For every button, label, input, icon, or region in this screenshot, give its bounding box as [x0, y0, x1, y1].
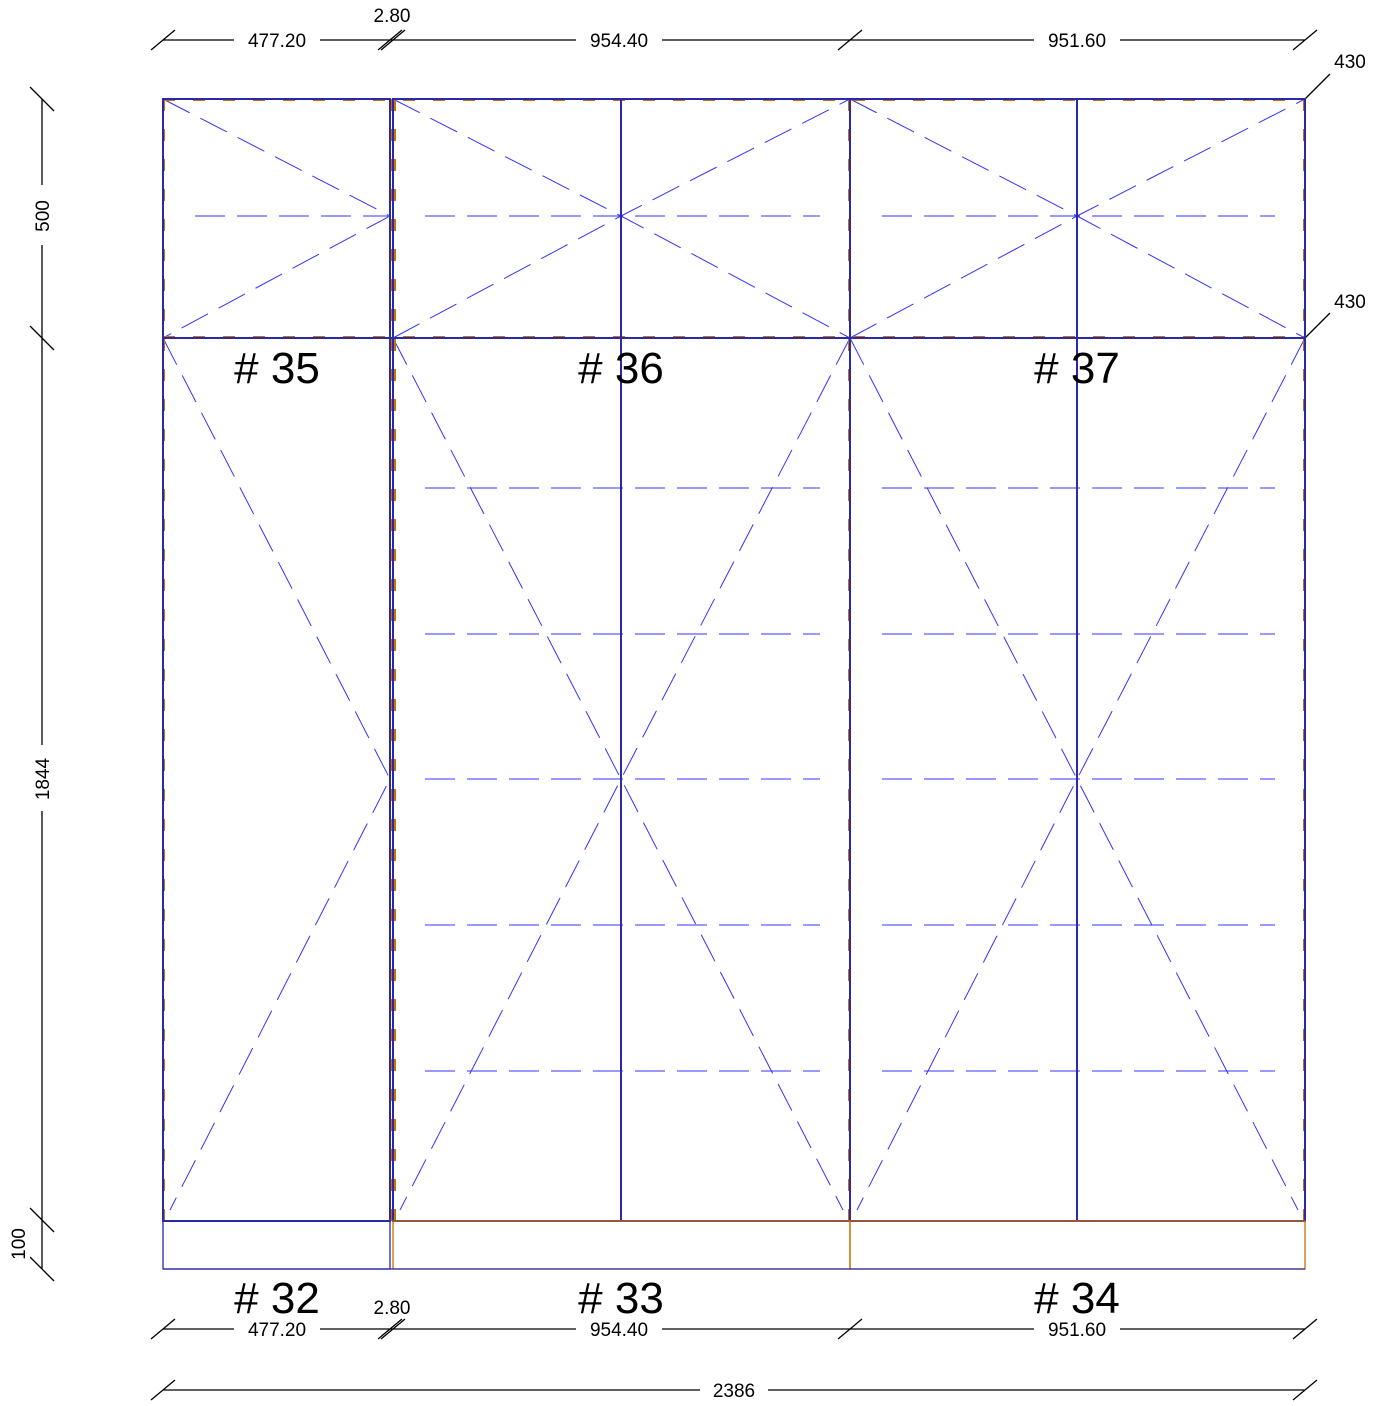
- bottom-dim-954: 954.40: [590, 1320, 648, 1341]
- cabinet-label-32: # 32: [234, 1274, 320, 1323]
- left-dim-tick: [29, 325, 55, 351]
- cabinet-frames: [162, 98, 1306, 1270]
- right-depth-430-top: 430: [1334, 52, 1366, 73]
- overall-dim-tick: [1292, 1379, 1318, 1401]
- bottom-dim-951: 951.60: [1048, 1320, 1106, 1341]
- left-dim-500: 500: [33, 200, 54, 232]
- edge-banding-lines: [163, 99, 1305, 1222]
- top-dim-tick: [150, 29, 176, 51]
- left-dim-100: 100: [9, 1228, 30, 1260]
- shelf-lines: [195, 215, 1275, 1072]
- top-dim-954: 954.40: [590, 31, 648, 52]
- cabinet-label-34: # 34: [1034, 1274, 1120, 1323]
- right-depth-leader: [1304, 312, 1331, 339]
- dimension-label-backgrounds: [6, 28, 1120, 1402]
- dimension-labels: 477.20 2.80 954.40 951.60 477.20 2.80 95…: [9, 6, 1366, 1402]
- top-dim-tick: [837, 29, 863, 51]
- left-dim-tick: [29, 1256, 55, 1282]
- cabinet-label-33: # 33: [578, 1274, 664, 1323]
- top-dim-tick: [1292, 29, 1318, 51]
- bottom-dim-tick: [377, 1318, 403, 1340]
- overall-width-dim: 2386: [713, 1381, 755, 1402]
- plinth-32: [162, 1220, 391, 1270]
- bottom-dim-tick: [150, 1318, 176, 1340]
- top-dim-tick: [377, 29, 403, 51]
- top-dim-477: 477.20: [248, 31, 306, 52]
- overall-dim-tick: [150, 1379, 176, 1401]
- cabinet-label-36: # 36: [578, 344, 664, 393]
- bottom-dim-tick: [837, 1318, 863, 1340]
- bottom-dim-tick: [380, 1318, 406, 1340]
- plinth-34: [849, 1220, 1306, 1270]
- bottom-dim-477: 477.20: [248, 1320, 306, 1341]
- left-dim-tick: [29, 1207, 55, 1233]
- cabinet-labels: # 35 # 36 # 37 # 32 # 33 # 34: [234, 344, 1120, 1323]
- left-dim-1844: 1844: [33, 757, 54, 800]
- top-dim-951: 951.60: [1048, 31, 1106, 52]
- door-swing-diagonals: [162, 98, 1306, 1211]
- dimension-lines: [29, 29, 1331, 1401]
- plinth-33: [392, 1220, 851, 1270]
- top-dim-tick: [380, 29, 406, 51]
- cabinet-35-frame: [162, 98, 391, 1222]
- cabinet-label-35: # 35: [234, 344, 320, 393]
- right-depth-430-mid: 430: [1334, 292, 1366, 313]
- right-depth-leader: [1304, 73, 1331, 100]
- cabinet-label-37: # 37: [1034, 344, 1120, 393]
- top-dim-2-80: 2.80: [374, 6, 411, 27]
- bottom-dim-2-80: 2.80: [374, 1298, 411, 1319]
- bottom-dim-tick: [1292, 1318, 1318, 1340]
- left-dim-tick: [29, 86, 55, 112]
